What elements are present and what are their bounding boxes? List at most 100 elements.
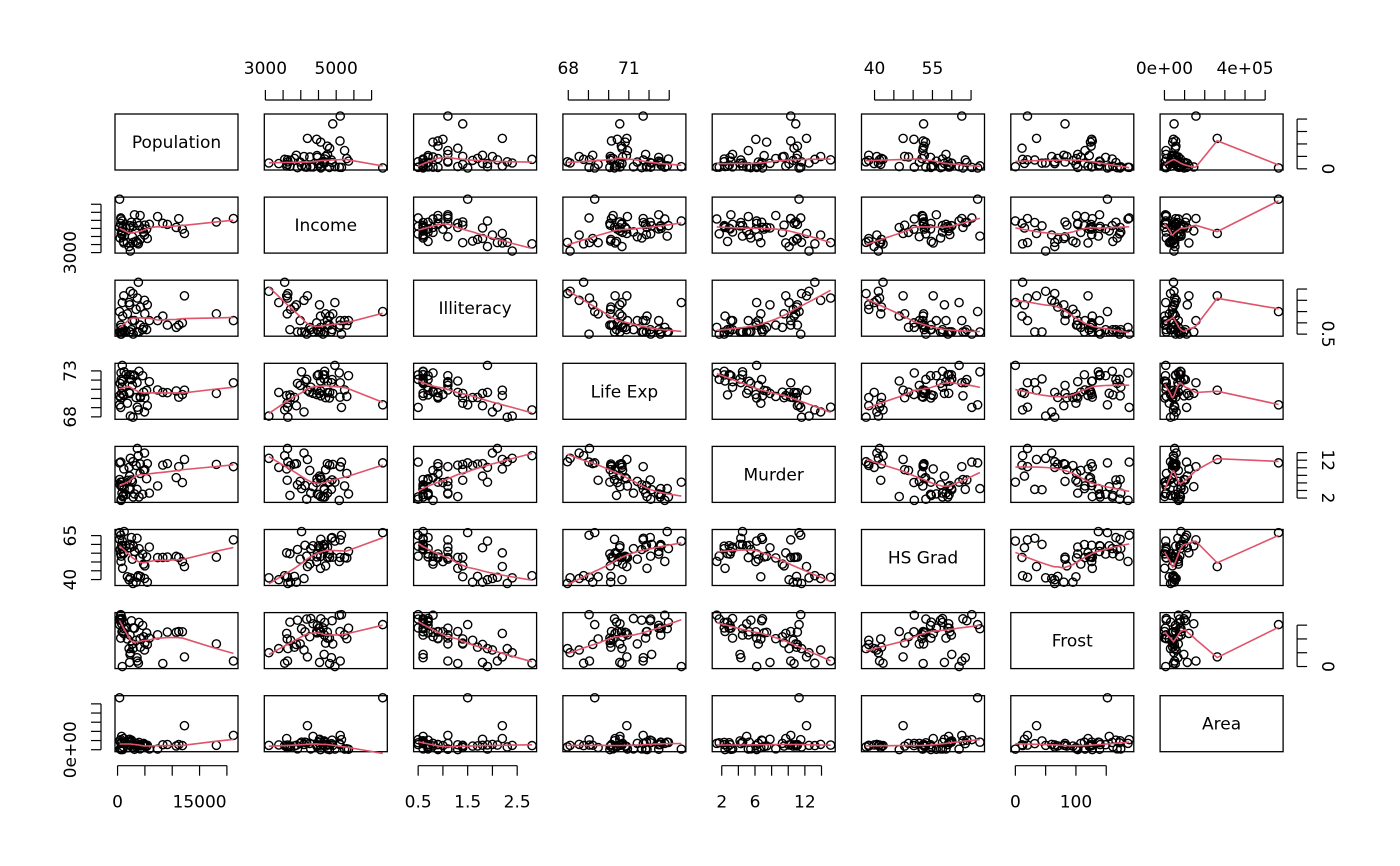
data-point (960, 652, 971, 663)
data-point (1184, 548, 1194, 558)
data-point (1060, 476, 1070, 487)
data-point (899, 638, 910, 648)
data-point (1017, 740, 1028, 751)
data-point (327, 459, 338, 470)
data-point (589, 692, 600, 703)
data-point (418, 233, 428, 243)
data-point (413, 494, 423, 504)
top-tick-label-income: 3000 (244, 59, 287, 79)
points-illiteracy-vs-area (1159, 277, 1284, 339)
panel-area-vs-hs-grad (860, 695, 986, 753)
data-point (725, 152, 735, 163)
data-point (605, 477, 615, 487)
data-point (792, 627, 803, 637)
points-illiteracy-vs-hs-grad (861, 277, 985, 339)
data-point (122, 571, 133, 582)
data-point (316, 534, 326, 545)
data-point (909, 368, 920, 378)
data-point (1022, 443, 1033, 454)
data-point (1212, 385, 1223, 395)
panel-population-vs-murder (711, 113, 836, 171)
data-point (574, 739, 584, 750)
data-point (282, 402, 293, 413)
data-point (119, 327, 129, 337)
data-point (958, 391, 968, 401)
data-point (1100, 224, 1111, 234)
data-point (302, 133, 313, 144)
data-point (497, 720, 508, 731)
data-point (780, 291, 791, 301)
data-point (291, 300, 302, 310)
panel-area-vs-frost (1010, 695, 1135, 753)
data-point (1029, 533, 1040, 544)
data-point (756, 634, 766, 644)
data-point (1123, 214, 1133, 224)
data-point (1180, 615, 1191, 626)
data-point (789, 311, 799, 321)
data-point (1184, 390, 1194, 401)
data-point (527, 450, 537, 461)
data-point (477, 458, 488, 469)
data-point (622, 454, 632, 465)
panel-hs-grad-vs-area (1159, 528, 1284, 587)
data-point (115, 233, 125, 243)
data-point (921, 614, 931, 624)
data-point (482, 661, 493, 672)
data-point (863, 635, 874, 646)
smoother-area-vs-frost (1015, 741, 1130, 747)
data-point (640, 633, 651, 643)
data-point (133, 239, 144, 249)
data-point (609, 534, 620, 545)
data-point (1071, 398, 1081, 409)
data-point (211, 388, 222, 399)
top-tick-label-hs-grad: 55 (922, 59, 944, 79)
data-point (1019, 300, 1030, 310)
data-point (137, 549, 148, 559)
points-murder-vs-area (1159, 443, 1284, 506)
data-point (119, 623, 129, 634)
data-point (330, 661, 340, 672)
panel-population-vs-area (1159, 113, 1284, 171)
data-point (264, 573, 274, 583)
data-point (125, 286, 136, 297)
points-frost-vs-hs-grad (861, 609, 985, 672)
data-point (1273, 163, 1284, 173)
data-point (645, 228, 656, 239)
data-point (124, 297, 134, 308)
diagonal-variable-labels: Population Income Illiteracy Life Exp Murder… (132, 133, 1241, 735)
data-point (292, 544, 303, 555)
data-point (1170, 549, 1181, 559)
data-point (326, 533, 337, 544)
data-point (119, 291, 129, 301)
data-point (413, 614, 423, 624)
panel-income-vs-life-exp (562, 196, 687, 254)
bottom-tick-label-frost: 0 (1010, 793, 1021, 813)
data-point (777, 322, 788, 333)
data-point (1115, 391, 1125, 401)
data-point (876, 459, 887, 469)
data-point (1104, 731, 1115, 742)
data-point (1112, 544, 1122, 555)
data-point (746, 327, 756, 337)
data-point (492, 443, 503, 454)
data-point (1184, 291, 1194, 301)
data-point (341, 391, 352, 402)
data-point (620, 322, 631, 333)
data-point (299, 407, 309, 417)
data-point (452, 563, 463, 574)
data-point (894, 161, 905, 172)
data-point (1124, 530, 1135, 541)
smoother-hs-grad-vs-murder (716, 549, 831, 583)
data-point (305, 162, 316, 172)
data-point (656, 737, 666, 748)
data-point (326, 738, 337, 749)
data-point (662, 737, 673, 747)
data-point (1075, 465, 1086, 476)
data-point (645, 551, 656, 561)
data-point (428, 465, 438, 476)
data-point (861, 288, 871, 299)
data-point (162, 552, 173, 562)
data-point (653, 152, 664, 163)
data-point (377, 458, 388, 468)
data-point (482, 241, 493, 252)
